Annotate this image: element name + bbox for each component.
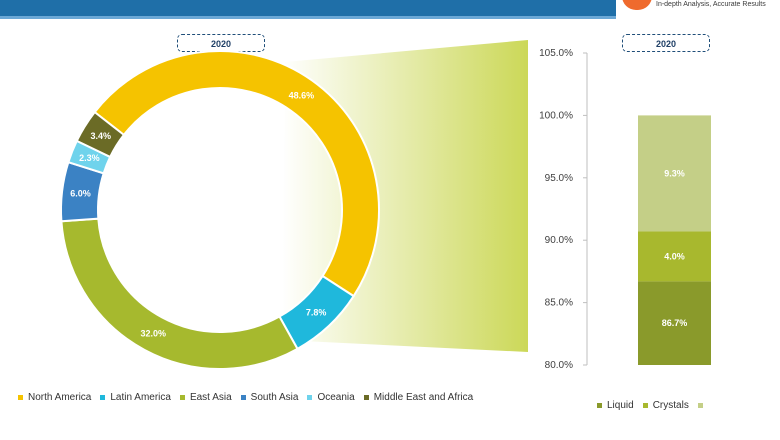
legend-item-latin-america: Latin America: [100, 392, 171, 403]
legend-item-other: [697, 403, 708, 408]
bar-y-tick-label: 80.0%: [545, 360, 573, 371]
bar-segment-liquid: [638, 281, 711, 365]
legend-swatch: [307, 395, 313, 400]
legend-item-middle-east-and-africa: Middle East and Africa: [363, 392, 474, 403]
legend-label: Middle East and Africa: [373, 392, 474, 403]
donut-legend: North America Latin America East Asia South…: [18, 392, 482, 403]
legend-item-north-america: North America: [18, 392, 91, 403]
legend-label: Crystals: [652, 400, 689, 411]
donut-data-label: 6.0%: [70, 189, 91, 199]
legend-label: North America: [28, 392, 92, 403]
legend-swatch: [597, 403, 602, 408]
legend-swatch: [240, 395, 246, 400]
donut-slice-east-asia: [60, 217, 299, 370]
bar-segment-crystals: [638, 231, 711, 282]
legend-item-liquid: Liquid: [597, 400, 634, 411]
donut-data-label: 7.8%: [306, 307, 327, 317]
logo-mark-icon: [622, 0, 652, 10]
legend-item-crystals: Crystals: [642, 400, 689, 411]
bar-data-label: 4.0%: [664, 251, 685, 261]
donut-data-label: 2.3%: [79, 153, 100, 163]
header-bar: [0, 0, 616, 19]
donut-data-label: 32.0%: [140, 329, 166, 339]
bar-data-label: 86.7%: [662, 318, 688, 328]
legend-swatch: [179, 395, 185, 400]
donut-data-label: 48.6%: [289, 90, 315, 100]
legend-item-south-asia: South Asia: [240, 392, 299, 403]
logo: In-depth Analysis, Accurate Results: [622, 0, 780, 16]
legend-swatch: [18, 395, 23, 400]
bar-y-tick-label: 90.0%: [545, 235, 573, 246]
legend-swatch: [100, 395, 106, 400]
donut-slice-north-america: [93, 50, 380, 298]
bar-segment-other: [638, 115, 711, 232]
legend-item-east-asia: East Asia: [179, 392, 232, 403]
legend-swatch: [697, 403, 703, 408]
logo-tagline: In-depth Analysis, Accurate Results: [656, 1, 766, 8]
bar-y-tick-label: 85.0%: [545, 298, 573, 309]
bar-y-tick-label: 95.0%: [545, 173, 573, 184]
bar-y-tick-label: 105.0%: [539, 48, 573, 59]
legend-swatch: [642, 403, 648, 408]
bar-chart-title: 2020: [622, 34, 710, 52]
bar-y-tick-label: 100.0%: [539, 110, 573, 121]
donut-data-label: 3.4%: [90, 131, 111, 141]
legend-label: East Asia: [189, 392, 232, 403]
donut-slice-middle-east-and-africa: [75, 110, 126, 159]
bar-legend: Liquid Crystals: [597, 400, 717, 411]
legend-label: Oceania: [317, 392, 355, 403]
legend-item-oceania: Oceania: [307, 392, 355, 403]
legend-label: Latin America: [110, 392, 171, 403]
legend-label: South Asia: [250, 392, 299, 403]
bar-data-label: 9.3%: [664, 168, 685, 178]
legend-label: Liquid: [607, 400, 634, 411]
legend-swatch: [363, 395, 369, 400]
